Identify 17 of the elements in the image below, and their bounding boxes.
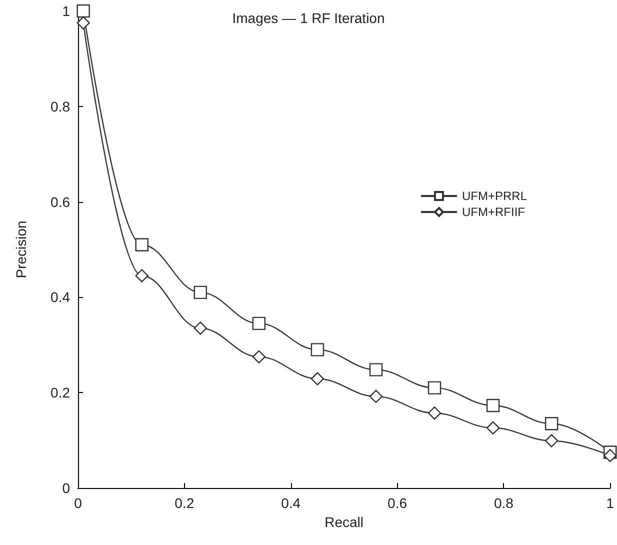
x-axis-title: Recall <box>324 514 364 530</box>
legend-label: UFM+PRRL <box>462 189 528 203</box>
x-tick-label: 0.2 <box>174 495 194 511</box>
x-tick-label: 0.6 <box>388 495 408 511</box>
chart-title: Images — 1 RF Iteration <box>232 10 385 26</box>
x-tick-label: 0 <box>74 495 82 511</box>
y-tick-label: 0.8 <box>50 98 70 114</box>
y-tick-label: 0.2 <box>50 384 70 401</box>
legend-label: UFM+RFIIF <box>462 205 525 219</box>
y-axis-title: Precision <box>13 220 29 278</box>
y-tick-label: 0.6 <box>50 194 70 210</box>
x-tick-label: 0.4 <box>281 495 301 511</box>
y-tick-label: 1 <box>62 3 70 19</box>
x-tick-label: 0.8 <box>494 495 514 511</box>
x-tick-label: 1 <box>606 495 614 511</box>
y-tick-label: 0 <box>62 480 70 496</box>
y-tick-label: 0.4 <box>50 289 70 306</box>
